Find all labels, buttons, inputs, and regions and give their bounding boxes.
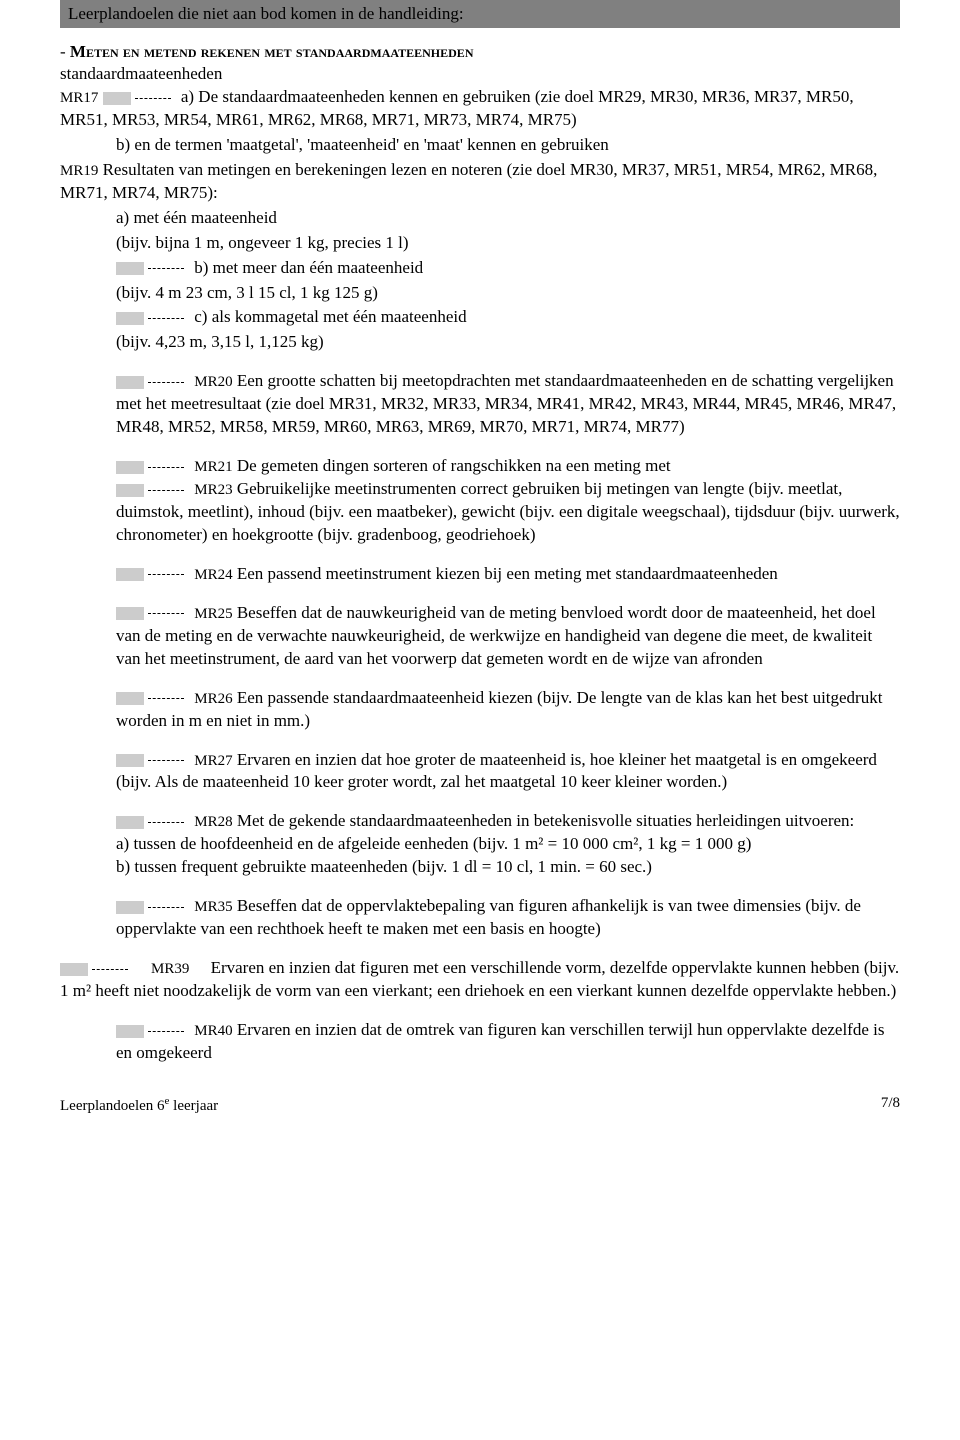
mr24-block: MR24 Een passend meetinstrument kiezen b… xyxy=(60,563,900,586)
gray-placeholder xyxy=(116,754,144,767)
mr25-block: MR25 Beseffen dat de nauwkeurigheid van … xyxy=(60,602,900,671)
heading-title: Meten en metend rekenen met standaardmaa… xyxy=(70,42,474,61)
mr21-23-block: MR21 De gemeten dingen sorteren of rangs… xyxy=(60,455,900,547)
section-subtitle: standaardmaateenheden xyxy=(60,64,900,84)
gray-placeholder xyxy=(116,816,144,829)
mr39-block: MR39 Ervaren en inzien dat figuren met e… xyxy=(60,957,900,1003)
mr17-a-text: a) De standaardmaateenheden kennen en ge… xyxy=(60,87,854,129)
mr28-block: MR28 Met de gekende standaardmaateenhede… xyxy=(60,810,900,879)
mr19-c-text: c) als kommagetal met één maateenheid xyxy=(194,307,466,326)
gray-placeholder xyxy=(116,262,144,275)
mr35-block: MR35 Beseffen dat de oppervlaktebepaling… xyxy=(60,895,900,941)
dashed-line xyxy=(148,822,184,823)
mr21-code: MR21 xyxy=(194,459,232,475)
dashed-line xyxy=(148,613,184,614)
dashed-line xyxy=(148,698,184,699)
dashed-line xyxy=(148,467,184,468)
dashed-line xyxy=(148,490,184,491)
dashed-line xyxy=(148,382,184,383)
mr19-lead-text: Resultaten van metingen en berekeningen … xyxy=(60,160,877,202)
mr19-b-ex: (bijv. 4 m 23 cm, 3 l 15 cl, 1 kg 125 g) xyxy=(60,282,900,305)
mr40-block: MR40 Ervaren en inzien dat de omtrek van… xyxy=(60,1019,900,1065)
gray-placeholder xyxy=(116,484,144,497)
mr28-a: a) tussen de hoofdeenheid en de afgeleid… xyxy=(60,833,900,856)
gray-placeholder xyxy=(116,461,144,474)
page-footer: Leerplandoelen 6e leerjaar 7/8 xyxy=(60,1095,900,1115)
footer-left-post: leerjaar xyxy=(169,1098,218,1114)
gray-placeholder xyxy=(116,692,144,705)
gray-placeholder xyxy=(116,901,144,914)
document-page: Leerplandoelen die niet aan bod komen in… xyxy=(0,0,960,1145)
footer-right: 7/8 xyxy=(881,1095,900,1115)
gray-placeholder xyxy=(116,312,144,325)
dashed-line xyxy=(148,268,184,269)
gray-placeholder xyxy=(116,376,144,389)
mr19-a: a) met één maateenheid xyxy=(60,207,900,230)
mr35-code: MR35 xyxy=(194,899,232,915)
gray-placeholder xyxy=(116,607,144,620)
mr17-code: MR17 xyxy=(60,90,98,106)
section-heading: - Meten en metend rekenen met standaardm… xyxy=(60,42,900,62)
mr20-block: MR20 Een grootte schatten bij meetopdrac… xyxy=(60,370,900,439)
gray-placeholder xyxy=(116,568,144,581)
mr19-code: MR19 xyxy=(60,163,98,179)
dashed-line xyxy=(135,98,171,99)
mr23-text: Gebruikelijke meetinstrumenten correct g… xyxy=(116,479,900,544)
mr39-code: MR39 xyxy=(151,961,189,977)
gray-placeholder xyxy=(60,963,88,976)
mr19-lead: MR19 Resultaten van metingen en berekeni… xyxy=(60,159,900,205)
mr17-b: b) en de termen 'maatgetal', 'maateenhei… xyxy=(60,134,900,157)
mr19-a-ex: (bijv. bijna 1 m, ongeveer 1 kg, precies… xyxy=(60,232,900,255)
mr27-block: MR27 Ervaren en inzien dat hoe groter de… xyxy=(60,749,900,795)
mr19-b-text: b) met meer dan één maateenheid xyxy=(194,258,423,277)
mr28-b: b) tussen frequent gebruikte maateenhede… xyxy=(60,856,900,879)
mr23-code: MR23 xyxy=(194,482,232,498)
mr25-code: MR25 xyxy=(194,606,232,622)
dashed-line xyxy=(92,969,128,970)
mr19-c-ex: (bijv. 4,23 m, 3,15 l, 1,125 kg) xyxy=(60,331,900,354)
dashed-line xyxy=(148,574,184,575)
mr24-text: Een passend meetinstrument kiezen bij ee… xyxy=(237,564,778,583)
gray-placeholder xyxy=(103,92,131,105)
dashed-line xyxy=(148,760,184,761)
mr26-block: MR26 Een passende standaardmaateenheid k… xyxy=(60,687,900,733)
mr17-a: MR17 a) De standaardmaateenheden kennen … xyxy=(60,86,900,132)
mr20-code: MR20 xyxy=(194,374,232,390)
mr26-code: MR26 xyxy=(194,691,232,707)
mr19-c: c) als kommagetal met één maateenheid xyxy=(60,306,900,329)
gray-placeholder xyxy=(116,1025,144,1038)
mr21-text: De gemeten dingen sorteren of rangschikk… xyxy=(237,456,671,475)
mr28-code: MR28 xyxy=(194,814,232,830)
dashed-line xyxy=(148,907,184,908)
dashed-line xyxy=(148,1031,184,1032)
header-bar: Leerplandoelen die niet aan bod komen in… xyxy=(60,0,900,28)
mr24-code: MR24 xyxy=(194,567,232,583)
footer-left: Leerplandoelen 6e leerjaar xyxy=(60,1095,218,1115)
mr28-lead-text: Met de gekende standaardmaateenheden in … xyxy=(237,811,854,830)
footer-left-pre: Leerplandoelen 6 xyxy=(60,1098,165,1114)
mr40-code: MR40 xyxy=(194,1023,232,1039)
mr20-text: Een grootte schatten bij meetopdrachten … xyxy=(116,371,896,436)
mr19-b: b) met meer dan één maateenheid xyxy=(60,257,900,280)
heading-prefix: - xyxy=(60,42,70,61)
dashed-line xyxy=(148,318,184,319)
mr27-code: MR27 xyxy=(194,753,232,769)
